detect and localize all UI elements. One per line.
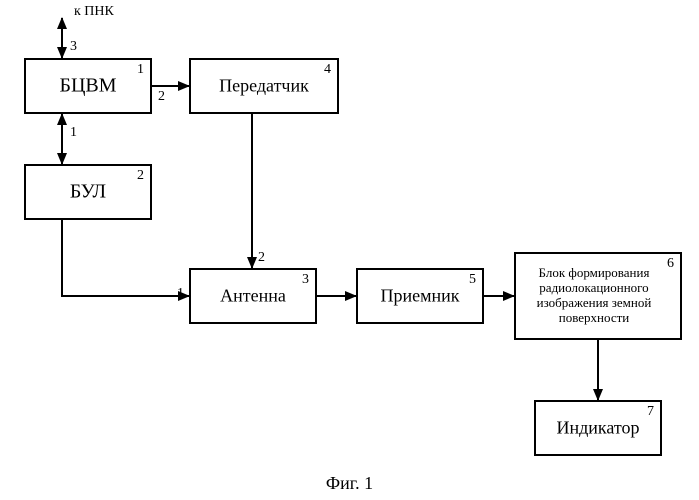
port-b3-top: 2 <box>258 250 265 266</box>
block-image-former: 6 Блок формирования радиолокационного из… <box>514 252 682 340</box>
port-b3-left: 1 <box>177 286 184 302</box>
block-antenna-label: Антенна <box>191 286 315 307</box>
port-b1-top: 3 <box>70 39 77 55</box>
block-indicator: 7 Индикатор <box>534 400 662 456</box>
block-receiver: 5 Приемник <box>356 268 484 324</box>
block-image-former-label: Блок формирования радиолокационного изоб… <box>516 266 680 326</box>
port-b1-bot: 1 <box>70 125 77 141</box>
block-transmitter-label: Передатчик <box>191 76 337 97</box>
block-indicator-label: Индикатор <box>536 418 660 439</box>
block-bcvm: 1 БЦВМ <box>24 58 152 114</box>
block-bul-label: БУЛ <box>26 181 150 204</box>
figure-caption: Фиг. 1 <box>0 473 699 494</box>
port-b1-right: 2 <box>158 89 165 105</box>
block-transmitter: 4 Передатчик <box>189 58 339 114</box>
block-antenna: 3 Антенна <box>189 268 317 324</box>
block-receiver-label: Приемник <box>358 286 482 307</box>
block-bcvm-label: БЦВМ <box>26 75 150 98</box>
external-pnk-label: к ПНК <box>74 4 114 20</box>
block-bul: 2 БУЛ <box>24 164 152 220</box>
